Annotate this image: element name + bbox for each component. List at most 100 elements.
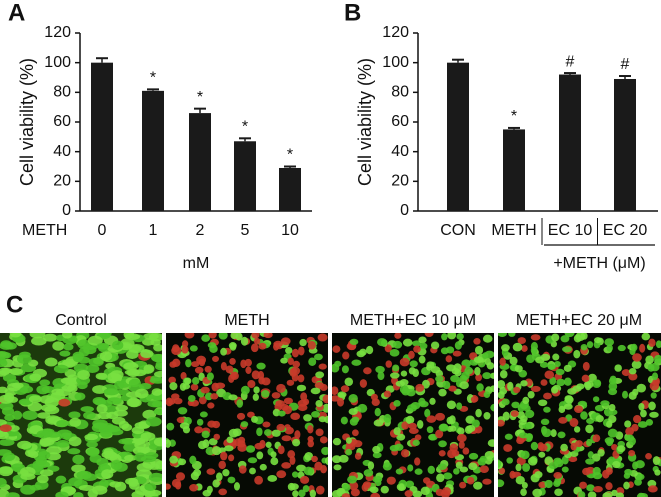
cell	[311, 411, 320, 418]
cell	[228, 394, 238, 401]
cell	[281, 462, 292, 469]
cell	[341, 365, 349, 374]
cell	[624, 468, 633, 476]
cell	[365, 345, 374, 355]
cell	[259, 439, 266, 449]
cell	[35, 456, 47, 466]
cell	[276, 383, 286, 393]
cell	[541, 428, 552, 438]
cell	[314, 381, 325, 389]
cell	[227, 476, 236, 484]
cell	[74, 392, 86, 401]
cell	[426, 415, 437, 423]
cell	[530, 334, 541, 341]
cell	[482, 478, 492, 485]
cell	[213, 433, 221, 441]
cell	[68, 477, 83, 487]
cell	[143, 333, 159, 340]
cell	[573, 426, 581, 433]
cell	[36, 385, 50, 395]
cell	[585, 458, 595, 465]
cell	[390, 372, 400, 379]
cell	[392, 364, 400, 372]
cell	[514, 365, 523, 373]
cell	[136, 462, 153, 472]
cell	[208, 333, 217, 339]
cell	[31, 336, 47, 346]
cell	[441, 333, 448, 341]
cell	[189, 455, 197, 465]
cell	[400, 370, 408, 377]
cell	[356, 350, 366, 358]
cell	[287, 357, 294, 365]
cell	[445, 355, 453, 363]
cell	[394, 333, 402, 339]
cell	[189, 345, 198, 352]
cell	[400, 449, 410, 458]
cell	[415, 383, 425, 392]
cell	[375, 365, 385, 374]
cell	[103, 448, 114, 456]
cell	[611, 443, 618, 451]
cell	[392, 340, 403, 349]
panel-label: A	[8, 0, 25, 26]
cell	[538, 451, 546, 458]
cell	[235, 333, 243, 341]
cell	[348, 393, 358, 403]
cell	[459, 466, 469, 473]
cell	[650, 392, 657, 399]
cell	[71, 464, 86, 473]
cell	[210, 393, 219, 400]
cell	[628, 368, 637, 375]
cell	[409, 360, 418, 368]
cell	[296, 464, 306, 472]
cell	[608, 404, 616, 412]
cell	[318, 363, 327, 370]
cell	[298, 489, 306, 497]
cell	[412, 439, 420, 446]
cell	[628, 449, 636, 457]
cell	[456, 333, 464, 340]
cell	[623, 481, 630, 490]
bar	[447, 62, 469, 211]
image-title: METH+EC 10 μM	[350, 312, 476, 329]
cell	[88, 357, 104, 367]
cell	[270, 451, 277, 458]
cell	[383, 390, 392, 398]
cell	[517, 404, 525, 412]
cell	[92, 385, 108, 394]
cell	[442, 380, 451, 390]
cell	[648, 401, 656, 411]
cell	[87, 335, 103, 346]
micrograph	[332, 333, 494, 497]
cell	[187, 394, 196, 402]
cell	[40, 404, 57, 412]
cell	[200, 386, 210, 394]
cell	[42, 333, 58, 342]
cell	[344, 377, 354, 387]
cell	[128, 378, 141, 388]
cell	[408, 350, 415, 359]
cell	[573, 349, 581, 359]
cell	[459, 381, 469, 390]
cell	[592, 379, 602, 389]
cell	[308, 357, 317, 366]
cell	[456, 402, 463, 410]
cell	[461, 371, 470, 381]
cell	[597, 448, 605, 457]
y-tick-label: 120	[382, 24, 409, 41]
cell	[184, 333, 195, 339]
cell	[194, 366, 204, 374]
cell	[593, 337, 602, 344]
cell	[0, 394, 14, 404]
cell	[498, 391, 505, 399]
cell	[632, 461, 639, 470]
cell	[520, 380, 528, 387]
y-tick-label: 80	[391, 84, 409, 101]
cell	[553, 472, 563, 479]
cell	[473, 356, 484, 364]
cell	[0, 477, 7, 488]
cell	[89, 454, 102, 463]
cell	[554, 488, 563, 496]
cell	[11, 382, 24, 389]
